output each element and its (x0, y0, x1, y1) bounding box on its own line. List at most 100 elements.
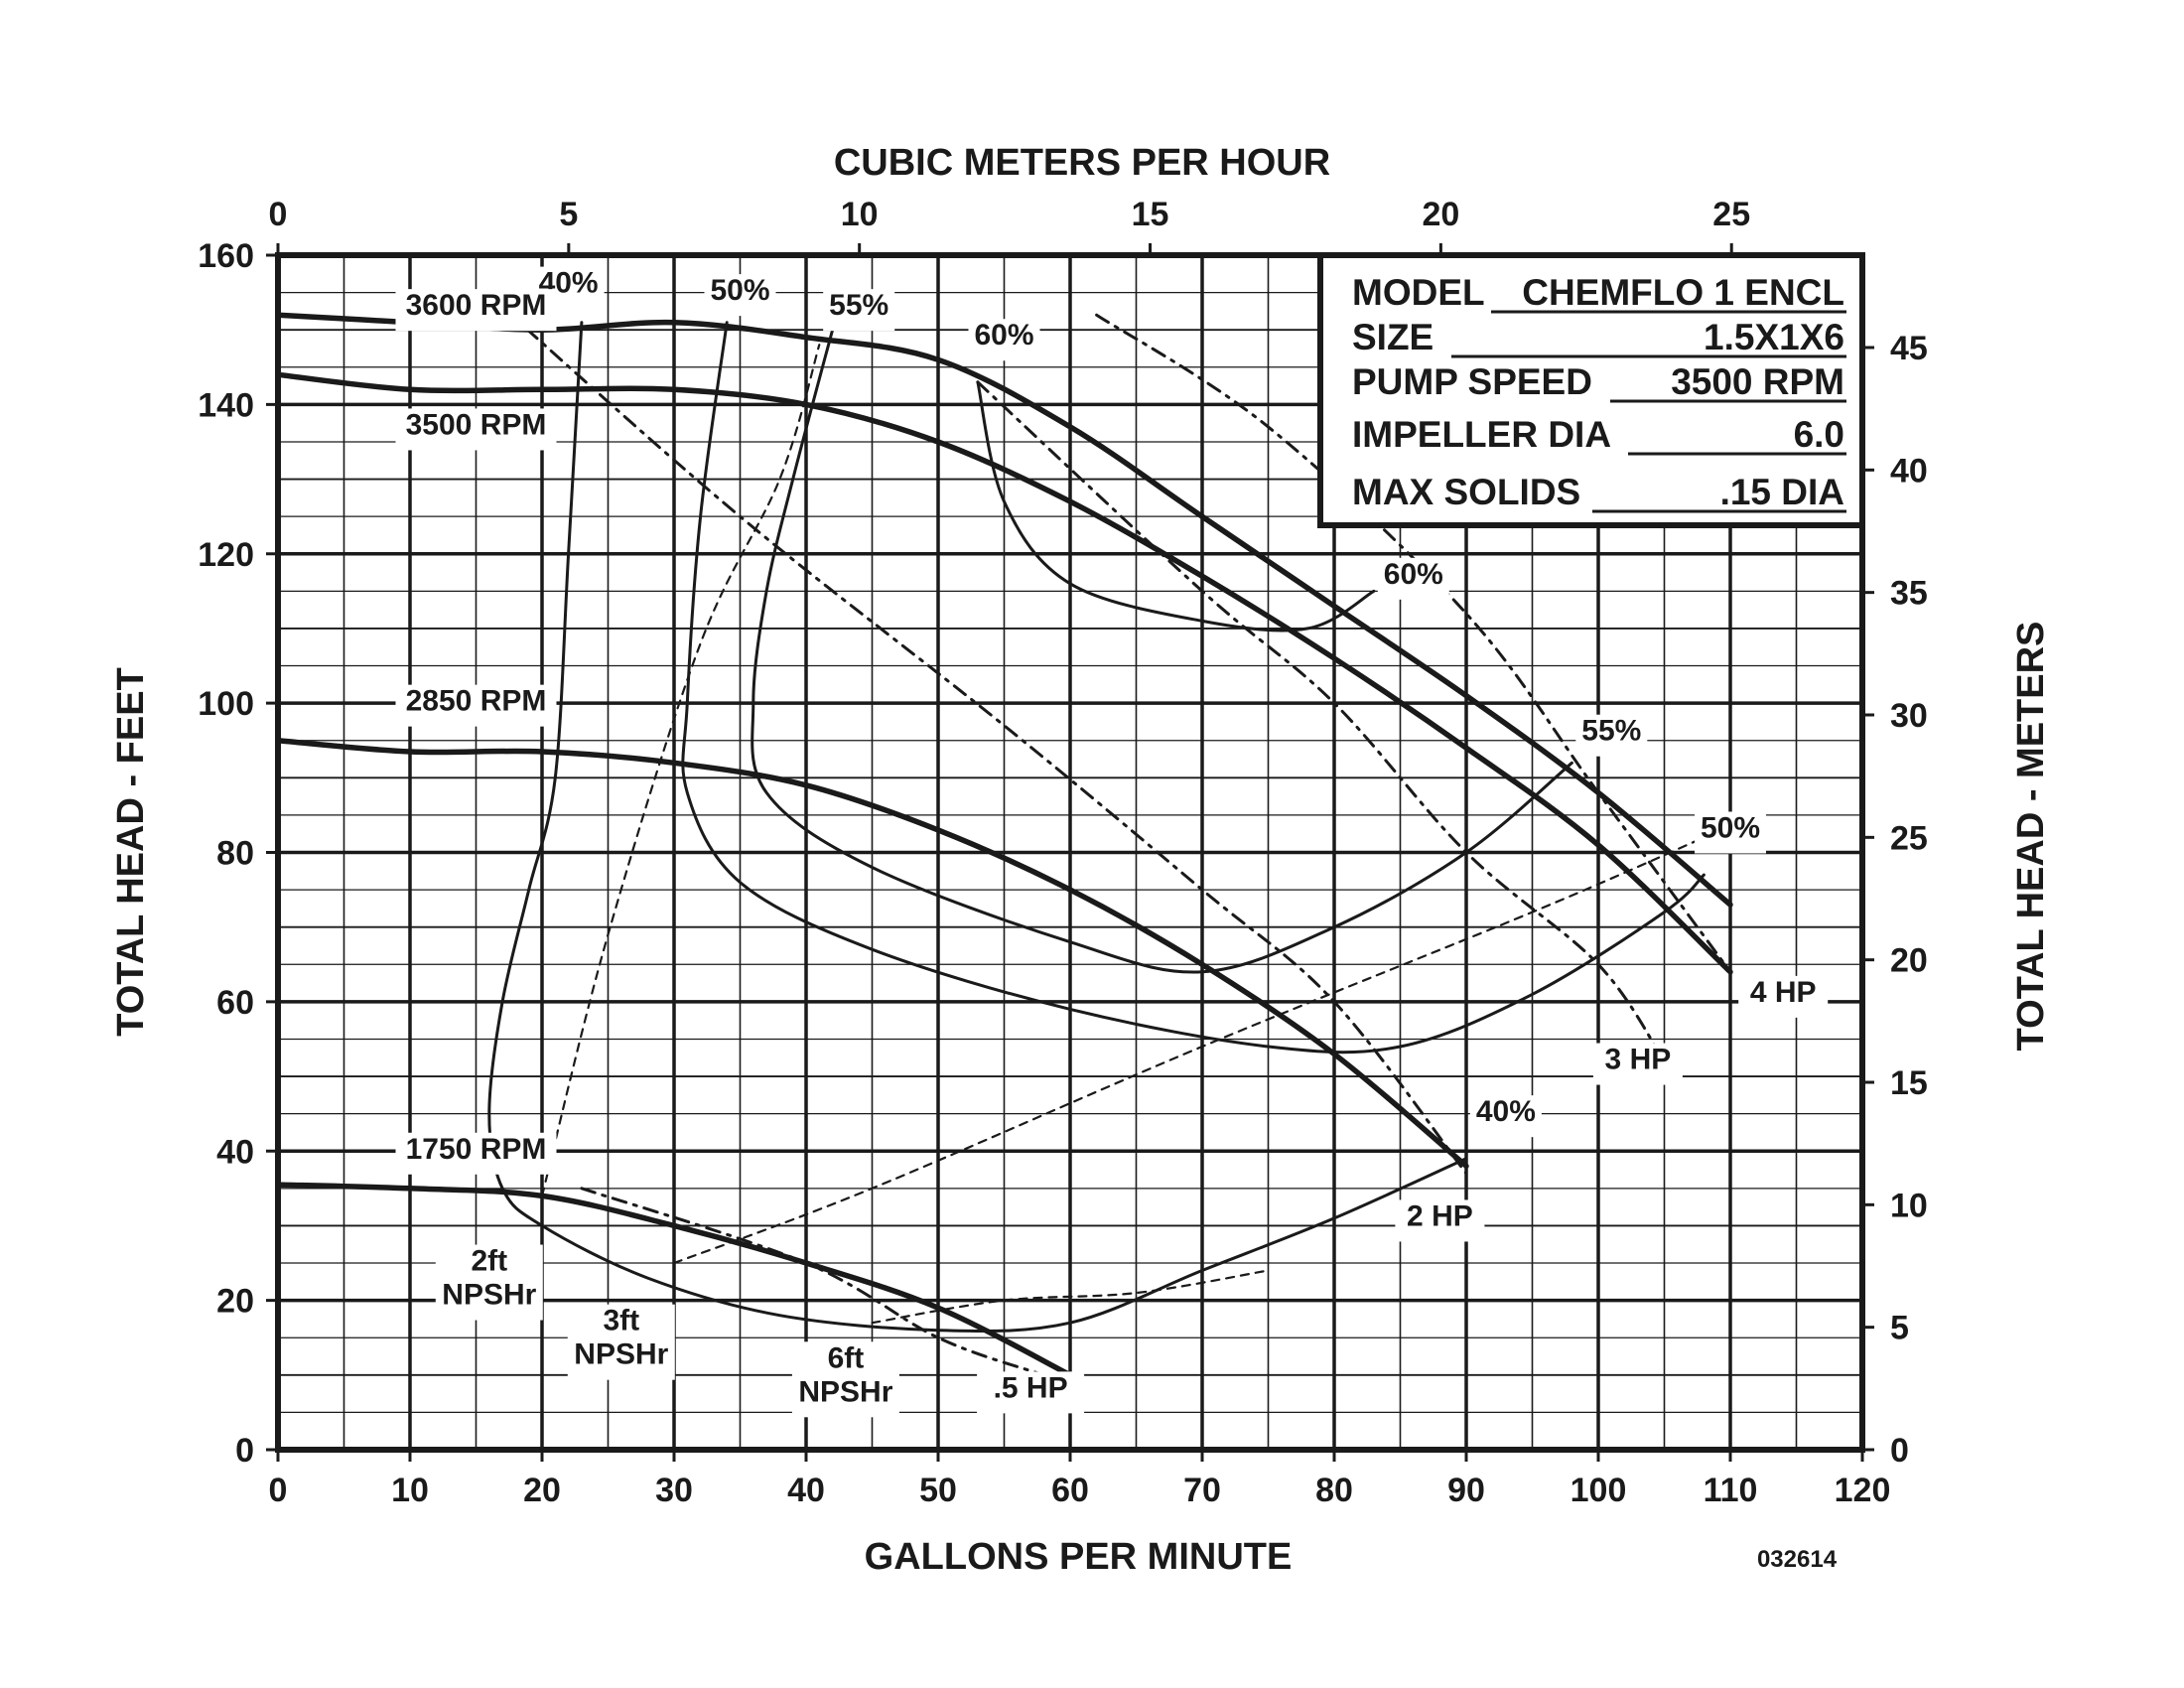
y2-tick-label: 25 (1890, 819, 1928, 857)
power-curve (580, 1187, 1045, 1377)
power-curve (976, 380, 1666, 1063)
x2-tick-label: 0 (269, 196, 288, 233)
y2-tick-label: 0 (1890, 1432, 1909, 1470)
efficiency-label: 55% (829, 289, 888, 322)
x-tick-label: 40 (787, 1472, 825, 1509)
power-label: 4 HP (1750, 976, 1817, 1009)
power-label-bg (1395, 1199, 1485, 1242)
x-tick-label: 60 (1051, 1472, 1089, 1509)
y2-tick-label: 35 (1890, 575, 1928, 613)
efficiency-label-bg (1575, 714, 1648, 757)
efficiency-label-bg (823, 289, 895, 332)
efficiency-label: 60% (1384, 558, 1443, 591)
efficiency-label-bg (1377, 557, 1449, 600)
x-tick-label: 50 (919, 1472, 957, 1509)
efficiency-label-bg (968, 319, 1040, 361)
efficiency-label-bg (1695, 811, 1766, 854)
info-impeller-value: 6.0 (1794, 414, 1844, 455)
info-box-frame (1317, 252, 1865, 528)
ticks: 0 10 20 30 40 50 60 70 80 90 100 110 120020406080100… (198, 196, 1928, 1509)
speed-curve (275, 1182, 1073, 1378)
efficiency-label-bg (1469, 1095, 1542, 1138)
x-tick-label: 70 (1183, 1472, 1221, 1509)
info-size-value: 1.5X1X6 (1704, 317, 1844, 357)
x-tick-label: 30 (655, 1472, 693, 1509)
speed-curve (275, 371, 1733, 975)
efficiency-label: 55% (1581, 715, 1641, 748)
speed-label: 2850 RPM (406, 685, 547, 718)
npshr-label: NPSHr (798, 1375, 892, 1408)
power-label: 3 HP (1605, 1044, 1672, 1076)
power-label-bg (1592, 1043, 1683, 1085)
y2-tick-label: 5 (1890, 1310, 1909, 1347)
info-model-value: CHEMFLO 1 ENCL (1522, 272, 1844, 313)
x-tick-label: 0 (269, 1472, 288, 1509)
x2-tick-label: 15 (1132, 196, 1169, 233)
speed-label: 1750 RPM (406, 1133, 547, 1166)
power-curve (1095, 313, 1732, 974)
document-code: 032614 (1757, 1546, 1838, 1573)
efficiency-label-bg (704, 274, 776, 317)
y-tick-label: 100 (198, 685, 254, 723)
x2-tick-label: 25 (1712, 196, 1750, 233)
y-tick-label: 120 (198, 536, 254, 574)
info-solids-value: .15 DIA (1720, 472, 1844, 512)
efficiency-curve (751, 328, 1573, 974)
x-axis-title: GALLONS PER MINUTE (865, 1536, 1293, 1578)
speed-label: 3500 RPM (406, 408, 547, 441)
x-tick-label: 120 (1835, 1472, 1891, 1509)
x2-tick-label: 20 (1422, 196, 1459, 233)
info-size-label: SIZE (1352, 317, 1433, 357)
y-tick-label: 140 (198, 386, 254, 424)
efficiency-label: 60% (974, 319, 1033, 352)
efficiency-curve (976, 380, 1376, 633)
info-speed-label: PUMP SPEED (1352, 361, 1592, 402)
y2-tick-label: 40 (1890, 452, 1928, 490)
x-tick-label: 80 (1315, 1472, 1353, 1509)
x-tick-label: 20 (523, 1472, 561, 1509)
plot-frame (275, 252, 1865, 1453)
npshr-curve (672, 836, 1706, 1265)
npshr-label: 2ft (471, 1245, 507, 1278)
y-tick-label: 0 (235, 1432, 254, 1470)
power-curve (500, 306, 1468, 1176)
npshr-label-bg (791, 1341, 899, 1418)
x-tick-label: 10 (391, 1472, 429, 1509)
y-tick-label: 160 (198, 237, 254, 275)
y-tick-label: 80 (216, 835, 254, 873)
npshr-label: 6ft (828, 1341, 865, 1374)
power-label-bg (977, 1371, 1085, 1414)
efficiency-label: 50% (1701, 811, 1760, 844)
power-label-bg (1738, 975, 1829, 1018)
npshr-label-bg (567, 1304, 675, 1380)
y-tick-label: 20 (216, 1283, 254, 1321)
y2-tick-label: 10 (1890, 1187, 1928, 1224)
npshr-label: 3ft (603, 1305, 639, 1337)
curves (275, 306, 1733, 1378)
y-axis-title: TOTAL HEAD - FEET (110, 667, 152, 1037)
info-speed-value: 3500 RPM (1671, 361, 1844, 402)
y-tick-label: 60 (216, 984, 254, 1022)
y2-axis-title: TOTAL HEAD - METERS (2010, 622, 2052, 1052)
efficiency-curve (681, 321, 1706, 1055)
efficiency-label: 50% (710, 274, 769, 307)
x-tick-label: 110 (1704, 1472, 1758, 1509)
x-tick-label: 90 (1447, 1472, 1485, 1509)
x2-tick-label: 10 (841, 196, 879, 233)
x2-axis-title: CUBIC METERS PER HOUR (834, 142, 1330, 184)
npshr-label: NPSHr (442, 1279, 536, 1312)
info-model-label: MODEL (1352, 272, 1485, 313)
speed-curve (275, 737, 1469, 1170)
info-impeller-label: IMPELLER DIA (1352, 414, 1611, 455)
efficiency-label: 40% (1476, 1095, 1536, 1128)
npshr-curve (540, 344, 821, 1197)
y2-tick-label: 30 (1890, 697, 1928, 735)
x2-tick-label: 5 (559, 196, 578, 233)
power-label: 2 HP (1407, 1199, 1473, 1232)
speed-label-bg (395, 408, 557, 451)
npshr-label-bg (435, 1244, 543, 1321)
y2-tick-label: 45 (1890, 330, 1928, 367)
y-tick-label: 40 (216, 1133, 254, 1171)
